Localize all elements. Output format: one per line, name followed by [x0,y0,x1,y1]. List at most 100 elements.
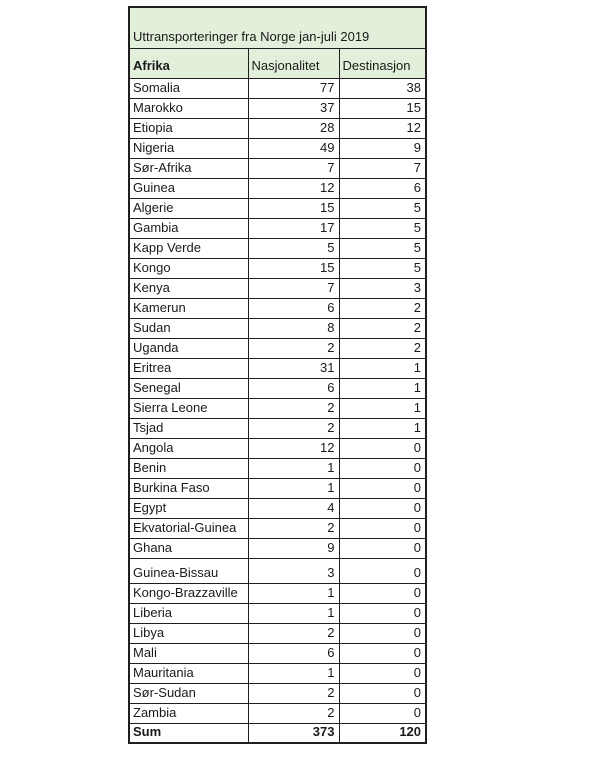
destinasjon-cell[interactable]: 1 [338,397,427,419]
nasjonalitet-cell[interactable]: 3 [247,557,340,584]
country-cell[interactable]: Egypt [128,497,249,519]
country-cell[interactable]: Mali [128,642,249,664]
destinasjon-cell[interactable]: 0 [338,557,427,584]
country-cell[interactable]: Marokko [128,97,249,119]
country-cell[interactable]: Kenya [128,277,249,299]
destinasjon-cell[interactable]: 15 [338,97,427,119]
country-cell[interactable]: Sør-Sudan [128,682,249,704]
country-cell[interactable]: Ekvatorial-Guinea [128,517,249,539]
country-cell[interactable]: Kongo [128,257,249,279]
nasjonalitet-cell[interactable]: 2 [247,622,340,644]
country-cell[interactable]: Gambia [128,217,249,239]
column-header-destinasjon[interactable]: Destinasjon [338,47,427,79]
nasjonalitet-cell[interactable]: 6 [247,642,340,664]
sum-nasjonalitet-cell[interactable]: 373 [247,722,340,744]
destinasjon-cell[interactable]: 0 [338,537,427,559]
destinasjon-cell[interactable]: 1 [338,357,427,379]
sum-label-cell[interactable]: Sum [128,722,249,744]
nasjonalitet-cell[interactable]: 7 [247,157,340,179]
country-cell[interactable]: Guinea-Bissau [128,557,249,584]
nasjonalitet-cell[interactable]: 17 [247,217,340,239]
destinasjon-cell[interactable]: 3 [338,277,427,299]
destinasjon-cell[interactable]: 0 [338,642,427,664]
destinasjon-cell[interactable]: 0 [338,457,427,479]
destinasjon-cell[interactable]: 1 [338,417,427,439]
nasjonalitet-cell[interactable]: 5 [247,237,340,259]
country-cell[interactable]: Uganda [128,337,249,359]
country-cell[interactable]: Angola [128,437,249,459]
destinasjon-cell[interactable]: 12 [338,117,427,139]
table-title-cell[interactable]: Uttransporteringer fra Norge jan-juli 20… [128,6,427,49]
destinasjon-cell[interactable]: 0 [338,517,427,539]
country-cell[interactable]: Kongo-Brazzaville [128,582,249,604]
nasjonalitet-cell[interactable]: 15 [247,257,340,279]
nasjonalitet-cell[interactable]: 12 [247,177,340,199]
nasjonalitet-cell[interactable]: 2 [247,702,340,724]
nasjonalitet-cell[interactable]: 6 [247,297,340,319]
nasjonalitet-cell[interactable]: 2 [247,337,340,359]
destinasjon-cell[interactable]: 1 [338,377,427,399]
nasjonalitet-cell[interactable]: 28 [247,117,340,139]
destinasjon-cell[interactable]: 0 [338,702,427,724]
destinasjon-cell[interactable]: 38 [338,77,427,99]
country-cell[interactable]: Somalia [128,77,249,99]
country-cell[interactable]: Etiopia [128,117,249,139]
nasjonalitet-cell[interactable]: 31 [247,357,340,379]
nasjonalitet-cell[interactable]: 7 [247,277,340,299]
destinasjon-cell[interactable]: 6 [338,177,427,199]
destinasjon-cell[interactable]: 0 [338,582,427,604]
country-cell[interactable]: Sierra Leone [128,397,249,419]
destinasjon-cell[interactable]: 9 [338,137,427,159]
nasjonalitet-cell[interactable]: 1 [247,582,340,604]
destinasjon-cell[interactable]: 0 [338,682,427,704]
country-cell[interactable]: Senegal [128,377,249,399]
nasjonalitet-cell[interactable]: 49 [247,137,340,159]
nasjonalitet-cell[interactable]: 1 [247,602,340,624]
destinasjon-cell[interactable]: 0 [338,497,427,519]
destinasjon-cell[interactable]: 7 [338,157,427,179]
destinasjon-cell[interactable]: 2 [338,297,427,319]
country-cell[interactable]: Guinea [128,177,249,199]
nasjonalitet-cell[interactable]: 2 [247,397,340,419]
country-cell[interactable]: Liberia [128,602,249,624]
country-cell[interactable]: Burkina Faso [128,477,249,499]
destinasjon-cell[interactable]: 2 [338,317,427,339]
country-cell[interactable]: Sudan [128,317,249,339]
country-cell[interactable]: Benin [128,457,249,479]
country-cell[interactable]: Mauritania [128,662,249,684]
country-cell[interactable]: Kapp Verde [128,237,249,259]
destinasjon-cell[interactable]: 0 [338,602,427,624]
country-cell[interactable]: Libya [128,622,249,644]
column-header-afrika[interactable]: Afrika [128,47,249,79]
nasjonalitet-cell[interactable]: 1 [247,477,340,499]
country-cell[interactable]: Tsjad [128,417,249,439]
nasjonalitet-cell[interactable]: 12 [247,437,340,459]
country-cell[interactable]: Algerie [128,197,249,219]
destinasjon-cell[interactable]: 5 [338,217,427,239]
destinasjon-cell[interactable]: 5 [338,237,427,259]
country-cell[interactable]: Nigeria [128,137,249,159]
destinasjon-cell[interactable]: 0 [338,477,427,499]
destinasjon-cell[interactable]: 2 [338,337,427,359]
column-header-nasjonalitet[interactable]: Nasjonalitet [247,47,340,79]
country-cell[interactable]: Eritrea [128,357,249,379]
destinasjon-cell[interactable]: 5 [338,257,427,279]
nasjonalitet-cell[interactable]: 37 [247,97,340,119]
destinasjon-cell[interactable]: 5 [338,197,427,219]
country-cell[interactable]: Sør-Afrika [128,157,249,179]
country-cell[interactable]: Zambia [128,702,249,724]
nasjonalitet-cell[interactable]: 4 [247,497,340,519]
nasjonalitet-cell[interactable]: 2 [247,682,340,704]
nasjonalitet-cell[interactable]: 2 [247,417,340,439]
destinasjon-cell[interactable]: 0 [338,437,427,459]
destinasjon-cell[interactable]: 0 [338,662,427,684]
nasjonalitet-cell[interactable]: 2 [247,517,340,539]
nasjonalitet-cell[interactable]: 9 [247,537,340,559]
nasjonalitet-cell[interactable]: 15 [247,197,340,219]
nasjonalitet-cell[interactable]: 8 [247,317,340,339]
nasjonalitet-cell[interactable]: 1 [247,457,340,479]
nasjonalitet-cell[interactable]: 1 [247,662,340,684]
sum-destinasjon-cell[interactable]: 120 [338,722,427,744]
nasjonalitet-cell[interactable]: 77 [247,77,340,99]
destinasjon-cell[interactable]: 0 [338,622,427,644]
